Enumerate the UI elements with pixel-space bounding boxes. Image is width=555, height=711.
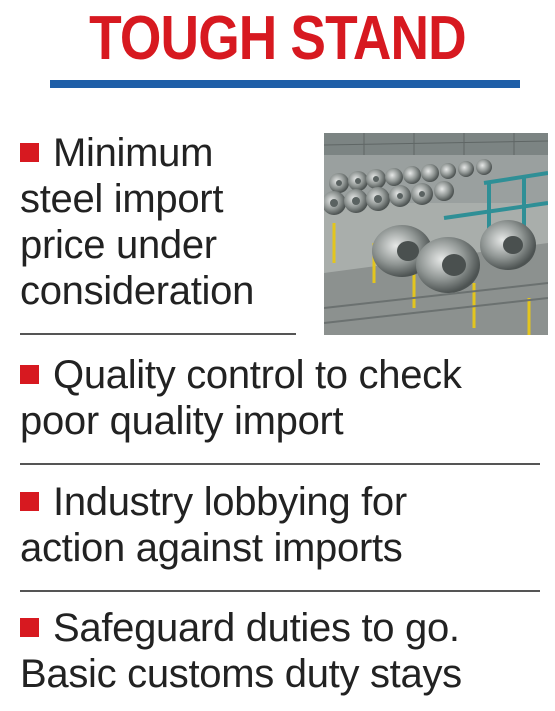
- headline: TOUGH STAND: [89, 4, 466, 73]
- item-2-line-2: poor quality import: [20, 399, 344, 443]
- headline-underline: [50, 80, 520, 88]
- item-4-line-2: Basic customs duty stays: [20, 652, 462, 696]
- bullet-item-4: Safeguard duties to go. Basic customs du…: [20, 605, 462, 697]
- divider-3: [20, 590, 540, 592]
- bullet-item-2: Quality control to check poor quality im…: [20, 352, 462, 444]
- bullet-item-1: Minimum steel import price under conside…: [20, 130, 254, 314]
- divider-2: [20, 463, 540, 465]
- bullet-square-icon: [20, 618, 39, 637]
- item-3-line-1: Industry lobbying for: [53, 480, 407, 524]
- item-1-line-1: Minimum: [53, 131, 214, 175]
- steel-coils-photo: [324, 133, 548, 335]
- item-1-line-3: price under: [20, 223, 217, 267]
- bullet-item-3: Industry lobbying for action against imp…: [20, 479, 407, 571]
- item-4-line-1: Safeguard duties to go.: [53, 606, 460, 650]
- item-3-line-2: action against imports: [20, 526, 403, 570]
- item-1-line-2: steel import: [20, 177, 224, 221]
- bullet-square-icon: [20, 492, 39, 511]
- bullet-square-icon: [20, 365, 39, 384]
- item-2-line-1: Quality control to check: [53, 353, 462, 397]
- divider-1: [20, 333, 296, 335]
- item-1-line-4: consideration: [20, 269, 255, 313]
- bullet-square-icon: [20, 143, 39, 162]
